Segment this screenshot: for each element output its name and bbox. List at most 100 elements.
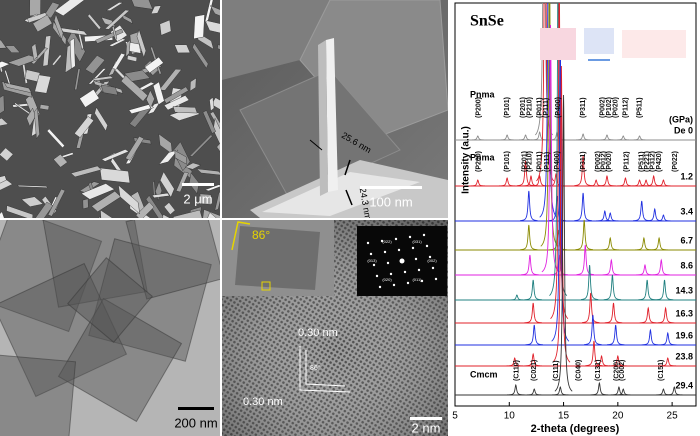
flake <box>33 107 40 140</box>
flake <box>31 43 38 61</box>
flake <box>151 192 170 199</box>
flake <box>209 5 220 17</box>
peak <box>520 224 538 251</box>
peak <box>530 131 549 141</box>
peak <box>637 179 655 187</box>
flake <box>98 216 101 218</box>
flake <box>69 37 76 70</box>
series-label: 14.3 <box>675 285 693 295</box>
flake <box>125 136 145 161</box>
series-label: 29.4 <box>675 380 693 390</box>
structure <box>540 28 576 60</box>
peak <box>659 357 677 367</box>
arrow <box>345 189 353 206</box>
flake <box>105 2 124 11</box>
peak <box>521 254 539 276</box>
x-tick-label: 15 <box>558 411 570 422</box>
peak <box>576 244 594 276</box>
peak <box>656 306 675 324</box>
peak <box>552 65 571 363</box>
diffraction-spot <box>375 274 379 278</box>
flake <box>147 102 161 115</box>
peak <box>609 354 627 367</box>
peak-label: (P011) <box>537 97 544 118</box>
peak-label: (P311) <box>580 97 587 118</box>
peak-label: (P400) <box>555 97 562 118</box>
flake <box>212 117 220 145</box>
flake <box>118 184 141 215</box>
diffraction-spot <box>414 257 418 261</box>
series-label: De 0 <box>674 125 693 135</box>
peak-label: (P101) <box>504 151 511 172</box>
flake <box>100 84 119 96</box>
peak-label: (P011) <box>537 151 544 172</box>
phase-label: Cmcm <box>470 369 498 379</box>
lattice-angle: 86° <box>310 364 321 372</box>
diffraction-spot <box>389 272 393 276</box>
peak <box>574 133 592 141</box>
flake <box>121 13 134 25</box>
peak <box>614 135 632 141</box>
flake <box>42 35 52 67</box>
peak <box>498 177 516 187</box>
peak-label: (P312) <box>649 151 656 172</box>
flake <box>120 75 148 102</box>
flake <box>174 44 191 54</box>
flake <box>94 106 108 132</box>
spot-label: (011) <box>412 277 422 282</box>
flake <box>46 128 65 148</box>
flake <box>0 118 9 126</box>
sem-plate: 25.6 nm 24.3 nm 100 nm <box>222 0 448 218</box>
flake <box>125 39 131 58</box>
peak <box>601 212 619 222</box>
flake <box>3 82 33 94</box>
scale-bar <box>410 417 442 420</box>
flake <box>136 28 147 59</box>
peak <box>516 160 535 187</box>
plate <box>222 0 330 80</box>
peak <box>541 24 560 273</box>
peak <box>659 331 677 346</box>
chart-title: SnSe <box>470 13 504 30</box>
flake <box>204 19 220 34</box>
series-label: 6.7 <box>680 235 693 245</box>
plot-frame <box>454 2 697 407</box>
flake <box>34 74 52 94</box>
flake <box>235 226 320 290</box>
flake <box>135 201 155 218</box>
flake <box>123 69 151 82</box>
flake <box>0 211 5 218</box>
peak-label: (P210) <box>527 97 534 118</box>
peak <box>525 324 543 346</box>
scale-bar-label: 2 μm <box>183 191 212 206</box>
flake <box>158 149 179 165</box>
diffraction-spot <box>406 281 410 285</box>
peak <box>524 302 542 324</box>
peak-label: (C151) <box>658 360 665 381</box>
peak <box>655 279 674 301</box>
peak <box>614 388 632 396</box>
peak <box>522 174 540 187</box>
peak-label: (P111) <box>543 98 550 118</box>
peak-label: (P511) <box>639 151 646 172</box>
peak-label: (P102) <box>606 97 613 118</box>
x-axis-label: 2-theta (degrees) <box>531 423 620 435</box>
diffraction-spot <box>383 250 387 254</box>
peak-label: (P002) <box>599 97 606 118</box>
flake <box>53 13 64 41</box>
flake <box>145 195 165 218</box>
peak <box>580 264 599 301</box>
flake <box>159 171 175 198</box>
peak <box>549 3 568 296</box>
peak-label: (P221) <box>644 151 651 172</box>
plate-edge <box>318 40 328 196</box>
peak <box>654 214 673 222</box>
peak-label: (P210) <box>527 151 534 172</box>
peak-label: (P420) <box>656 151 663 172</box>
peak-label: (P101) <box>504 97 511 118</box>
flake <box>189 77 197 92</box>
x-tick-label: 25 <box>667 411 679 422</box>
flake <box>99 167 131 184</box>
series-label: 16.3 <box>675 308 693 318</box>
